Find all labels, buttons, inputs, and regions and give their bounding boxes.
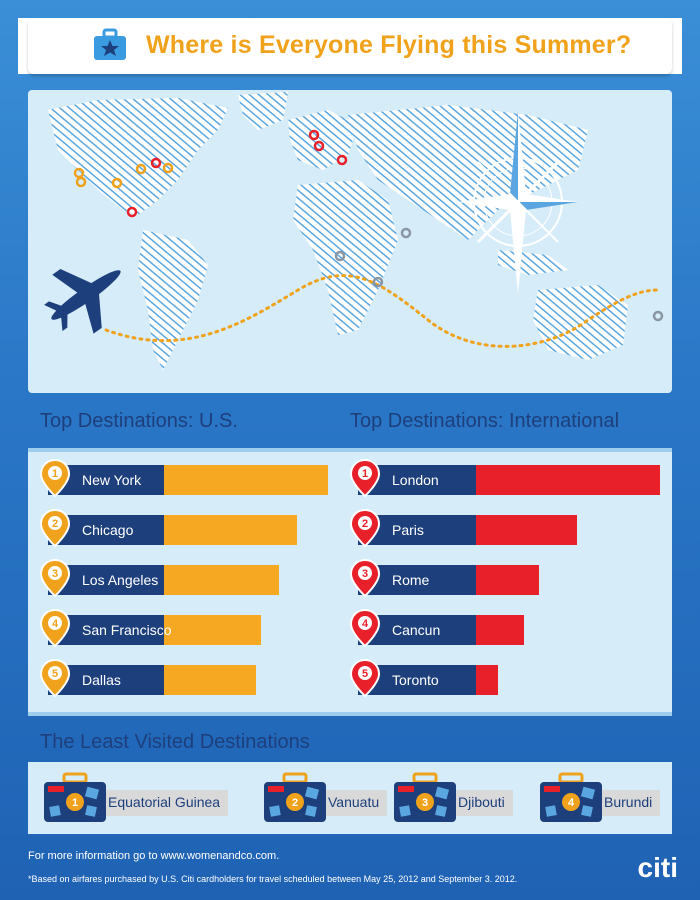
citi-logo: citi [637, 852, 678, 883]
world-map-panel [28, 90, 672, 393]
suitcase-star-icon [94, 28, 126, 60]
intl-bar [476, 465, 660, 495]
least-visited-item: Burundi 4 [538, 772, 661, 824]
intl-bar [476, 565, 539, 595]
us-rank-number: 1 [52, 468, 58, 480]
suitcase-icon: 4 [540, 772, 602, 822]
us-rank-number: 4 [52, 618, 59, 630]
intl-rank-pin-icon: 2 [350, 509, 380, 547]
least-visited-rank: 2 [292, 797, 298, 809]
more-info-text: For more information go to www.womenandc… [28, 850, 280, 862]
us-rank-number: 3 [52, 568, 58, 580]
intl-rank-number: 5 [362, 668, 368, 680]
intl-bar-label: London [392, 472, 439, 488]
us-rank-number: 2 [52, 518, 58, 530]
intl-chart-title: Top Destinations: International [350, 410, 620, 432]
us-bar [164, 615, 261, 645]
suitcase-icon: 3 [394, 772, 456, 822]
us-bar [164, 515, 297, 545]
us-bar [164, 565, 279, 595]
intl-rank-number: 3 [362, 568, 368, 580]
intl-rank-pin-icon: 3 [350, 559, 380, 597]
divider-middle [28, 712, 672, 716]
least-visited-rank: 3 [422, 797, 428, 809]
flight-path [104, 274, 660, 348]
intl-rank-number: 2 [362, 518, 368, 530]
intl-bar-label: Cancun [392, 622, 441, 638]
least-visited-rank: 4 [568, 797, 575, 809]
world-map [44, 92, 664, 370]
airplane-icon [44, 268, 121, 334]
us-rank-pin-icon: 4 [40, 609, 70, 647]
intl-rank-pin-icon: 5 [350, 659, 380, 697]
least-visited-name: Vanuatu [320, 790, 388, 816]
us-bar-label: Los Angeles [82, 572, 159, 588]
intl-bar-label: Paris [392, 522, 424, 538]
intl-bar [476, 515, 578, 545]
us-rank-pin-icon: 1 [40, 459, 70, 497]
us-bar-label: New York [82, 472, 142, 488]
intl-bar-label: Toronto [392, 672, 439, 688]
intl-bar [476, 665, 499, 695]
compass-rose-icon [458, 110, 578, 294]
least-visited-name: Djibouti [450, 790, 513, 816]
us-bar [164, 665, 256, 695]
us-rank-pin-icon: 2 [40, 509, 70, 547]
suitcase-icon: 2 [264, 772, 326, 822]
intl-rank-pin-icon: 1 [350, 459, 380, 497]
us-rank-pin-icon: 3 [40, 559, 70, 597]
page-title: Where is Everyone Flying this Summer? [146, 31, 632, 59]
title-banner [28, 18, 672, 74]
us-bar-label: Dallas [82, 672, 121, 688]
least-visited-title: The Least Visited Destinations [40, 731, 310, 753]
least-visited-item: Djibouti 3 [392, 772, 513, 824]
intl-bar-label: Rome [392, 572, 430, 588]
divider-top [28, 448, 672, 452]
us-bar-label: San Francisco [82, 622, 172, 638]
least-visited-item: Equatorial Guinea 1 [42, 772, 262, 824]
intl-rank-number: 4 [362, 618, 369, 630]
us-rank-pin-icon: 5 [40, 659, 70, 697]
us-rank-number: 5 [52, 668, 58, 680]
intl-rank-pin-icon: 4 [350, 609, 380, 647]
suitcase-icon: 1 [44, 772, 106, 822]
us-chart-title: Top Destinations: U.S. [40, 410, 238, 432]
least-visited-name: Equatorial Guinea [100, 790, 229, 816]
intl-rank-number: 1 [362, 468, 368, 480]
map-pins [73, 129, 664, 322]
intl-bar [476, 615, 524, 645]
us-bar [164, 465, 328, 495]
least-visited-rank: 1 [72, 797, 78, 809]
us-bar-label: Chicago [82, 522, 134, 538]
least-visited-item: Vanuatu 2 [262, 772, 388, 824]
footnote: *Based on airfares purchased by U.S. Cit… [28, 874, 518, 884]
least-visited-name: Burundi [596, 790, 661, 816]
